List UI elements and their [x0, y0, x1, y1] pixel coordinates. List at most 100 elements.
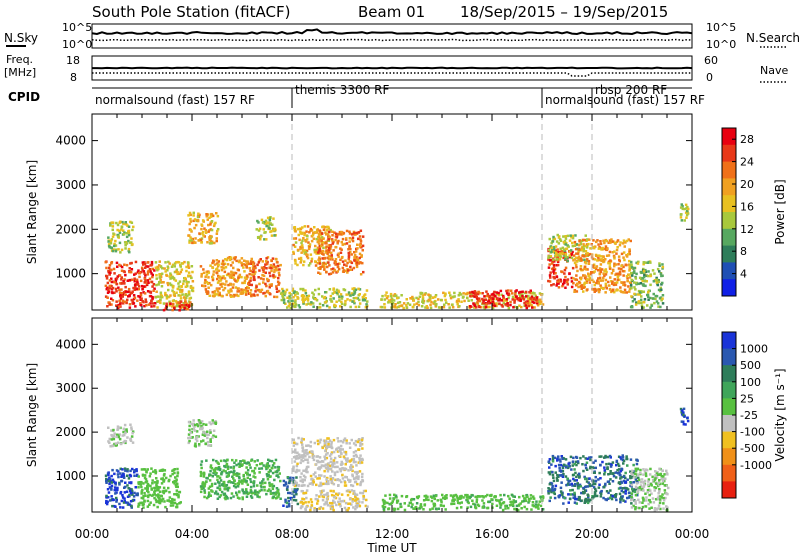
scatter-region — [630, 467, 670, 512]
power-panel: 1000 2000 3000 4000 Slant Range [km] — [25, 113, 693, 312]
scatter-region — [154, 260, 195, 309]
x-tick-label: 20:00 — [575, 527, 610, 541]
scatter-region — [292, 225, 332, 268]
plot-frame — [91, 317, 693, 513]
cpid-segment-label: themis 3300 RF — [295, 83, 389, 97]
cpid-label: CPID — [8, 90, 40, 104]
scatter-region — [104, 260, 157, 310]
y-tick-label: 3000 — [55, 381, 86, 395]
y-tick-label: 2000 — [55, 425, 86, 439]
noise-left-bottom: 10^0 — [62, 38, 92, 51]
colorbar-swatch — [722, 464, 736, 482]
noise-strip-frame — [91, 23, 693, 49]
colorbar-swatch — [722, 195, 736, 213]
scatter-region — [679, 203, 690, 222]
colorbar-swatch — [722, 415, 736, 433]
colorbar-swatch — [722, 161, 736, 179]
colorbar-swatch — [722, 245, 736, 263]
scatter-region — [104, 467, 139, 509]
nsky-trace — [91, 28, 693, 36]
scatter-region — [187, 419, 218, 448]
colorbar-tick-label: 12 — [740, 223, 754, 236]
x-tick-label: 16:00 — [475, 527, 510, 541]
colorbar-tick-label: 100 — [740, 376, 761, 389]
scatter-region — [299, 489, 369, 512]
x-tick-label: 08:00 — [275, 527, 310, 541]
nsearch-label: N.Search — [746, 31, 800, 45]
scatter-region — [679, 407, 690, 426]
colorbar-tick-label: 16 — [740, 200, 754, 213]
velocity-panel: 1000 2000 3000 4000 Slant Range [km] — [25, 317, 693, 513]
y-tick-label: 1000 — [55, 469, 86, 483]
colorbar-swatch — [722, 262, 736, 280]
noise-left-top: 10^5 — [62, 21, 92, 34]
beam-label: Beam 01 — [358, 3, 425, 21]
x-axis-label: Time UT — [366, 541, 417, 554]
colorbar-swatch — [722, 348, 736, 366]
colorbar-swatch — [722, 398, 736, 416]
y-tick-label: 1000 — [55, 267, 86, 281]
noise-right-bottom: 10^0 — [706, 38, 736, 51]
y-tick-label: 4000 — [55, 337, 86, 351]
colorbar-tick-label: 500 — [740, 359, 761, 372]
nsky-label: N.Sky — [4, 31, 38, 45]
colorbar-tick-label: 20 — [740, 178, 754, 191]
nsearch-trace — [91, 38, 693, 42]
colorbar-swatch — [722, 481, 736, 499]
colorbar-label: Velocity [m s⁻¹] — [773, 368, 787, 461]
colorbar-tick-label: 8 — [740, 245, 747, 258]
colorbar-tick-label: 28 — [740, 133, 754, 146]
scatter-region — [547, 233, 590, 263]
colorbar-tick-label: -1000 — [740, 459, 772, 472]
colorbar-swatch — [722, 279, 736, 297]
x-tick-label: 00:00 — [75, 527, 110, 541]
colorbar-swatch — [722, 332, 736, 350]
scatter-region — [162, 300, 192, 312]
freq-label-line2: [MHz] — [4, 66, 36, 79]
colorbar-swatch — [722, 178, 736, 196]
y-axis-label: Slant Range [km] — [25, 363, 39, 467]
colorbar-swatch — [722, 431, 736, 449]
scatter-region — [199, 256, 250, 298]
scatter-region — [381, 493, 545, 512]
nave-label: Nave — [760, 64, 788, 77]
cpid-segment-label: rbsp 200 RF — [595, 83, 667, 97]
y-tick-label: 4000 — [55, 134, 86, 148]
y-tick-label: 3000 — [55, 178, 86, 192]
colorbar-label: Power [dB] — [773, 179, 787, 244]
colorbar-tick-label: -25 — [740, 409, 758, 422]
y-tick-label: 2000 — [55, 222, 86, 236]
nave-trace — [92, 72, 692, 77]
colorbar-swatch — [722, 448, 736, 466]
colorbar-swatch — [722, 228, 736, 247]
colorbar-swatch — [722, 381, 736, 399]
freq-trace — [92, 66, 693, 70]
y-axis-label: Slant Range [km] — [25, 160, 39, 264]
nave-right-top: 60 — [704, 54, 718, 67]
cpid-segments: normalsound (fast) 157 RF themis 3300 RF n… — [95, 83, 705, 108]
colorbar-tick-label: 4 — [740, 268, 747, 281]
freq-label-line1: Freq. — [6, 53, 33, 66]
power-colorbar: 4 8 12 16 20 24 28 Power [dB] — [721, 127, 787, 297]
freq-left-bottom: 8 — [70, 71, 77, 84]
colorbar-swatch — [722, 212, 736, 230]
colorbar-tick-label: 1000 — [740, 343, 768, 356]
x-tick-label: 00:00 — [675, 527, 710, 541]
date-range: 18/Sep/2015 – 19/Sep/2015 — [460, 3, 668, 21]
scatter-region — [137, 467, 182, 509]
colorbar-tick-label: -100 — [740, 426, 765, 439]
scatter-region — [187, 211, 220, 245]
x-tick-labels: 00:00 04:00 08:00 12:00 16:00 20:00 00:00 — [75, 527, 710, 541]
scatter-region — [255, 216, 277, 241]
freq-left-top: 18 — [66, 54, 80, 67]
colorbar-swatch — [722, 365, 736, 383]
station-title: South Pole Station (fitACF) — [92, 3, 290, 21]
scatter-region — [629, 260, 665, 309]
colorbar-swatch — [722, 144, 736, 163]
scatter-region — [279, 287, 369, 309]
scatter-region — [468, 289, 539, 310]
scatter-region — [199, 458, 282, 501]
scatter-region — [247, 256, 282, 299]
